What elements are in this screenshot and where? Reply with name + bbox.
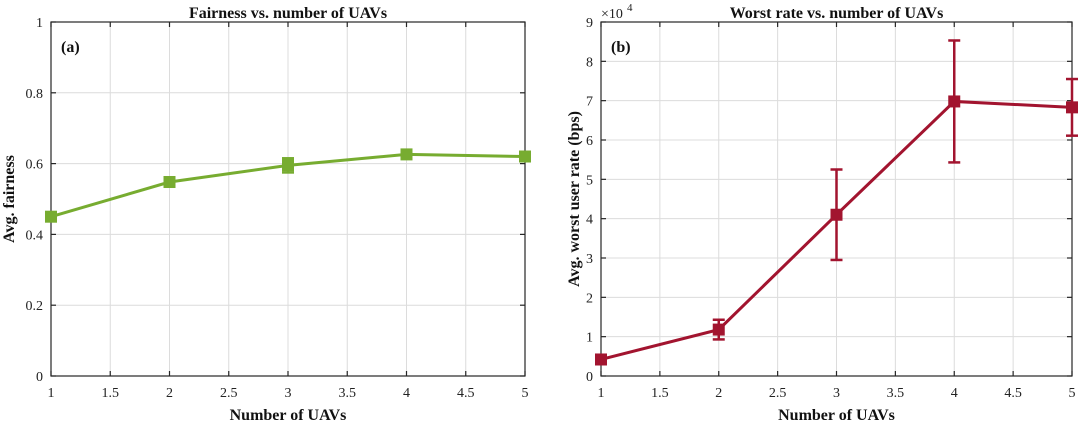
x-tick-label: 2.5 [220, 386, 238, 401]
x-tick-label: 4.5 [1004, 386, 1022, 401]
x-axis-label: Number of UAVs [230, 407, 347, 424]
x-tick-label: 1 [48, 386, 55, 401]
x-tick-label: 3.5 [339, 386, 357, 401]
data-point [712, 323, 725, 336]
data-point [45, 210, 57, 223]
y-tick-label: 0 [36, 370, 43, 385]
y-tick-label: 3 [586, 252, 593, 267]
x-tick-label: 1 [598, 386, 605, 401]
x-tick-label: 4.5 [457, 386, 475, 401]
y-tick-label: 9 [586, 16, 593, 31]
x-tick-label: 1.5 [651, 386, 669, 401]
y-tick-label: 0.8 [26, 87, 44, 102]
y-tick-label: 0.2 [26, 299, 44, 314]
y-tick-label: 0.4 [26, 228, 44, 243]
y-tick-label: 2 [586, 291, 593, 306]
x-tick-label: 3.5 [887, 386, 905, 401]
y-tick-label: 6 [586, 134, 593, 149]
data-point [163, 176, 176, 189]
y-axis-label: Avg. fairness [1, 155, 18, 243]
data-point [595, 353, 607, 366]
y-exponent-power: 4 [627, 2, 633, 14]
panel-label: (a) [61, 39, 80, 56]
x-tick-label: 2.5 [769, 386, 787, 401]
x-axis-label: Number of UAVs [778, 407, 895, 424]
x-tick-label: 5 [522, 386, 529, 401]
y-tick-label: 7 [586, 95, 593, 110]
x-tick-label: 1.5 [102, 386, 120, 401]
y-tick-label: 0 [586, 370, 593, 385]
data-point [948, 95, 961, 108]
y-tick-label: 5 [586, 173, 593, 188]
y-tick-label: 1 [586, 331, 593, 346]
x-tick-label: 5 [1069, 386, 1076, 401]
y-tick-label: 1 [36, 16, 43, 31]
y-axis-label: Avg. worst user rate (bps) [566, 111, 583, 287]
data-point [519, 150, 531, 163]
panel-label: (b) [611, 39, 631, 56]
y-tick-label: 0.6 [26, 158, 44, 173]
x-tick-label: 2 [166, 386, 173, 401]
y-tick-label: 4 [586, 213, 593, 228]
x-tick-label: 3 [285, 386, 292, 401]
x-tick-label: 4 [951, 386, 958, 401]
data-point [400, 148, 413, 161]
chart-title: Fairness vs. number of UAVs [189, 5, 387, 22]
x-tick-label: 3 [833, 386, 840, 401]
x-tick-label: 2 [715, 386, 722, 401]
y-tick-label: 8 [586, 55, 593, 70]
chart-title: Worst rate vs. number of UAVs [730, 5, 944, 22]
y-exponent-label: ×10 [601, 7, 623, 22]
x-tick-label: 4 [403, 386, 410, 401]
data-point [830, 208, 843, 221]
data-point [1066, 101, 1078, 114]
chart-fairness: 1 1.5 2 2.5 3 3.5 4 4.5 5 0 0.2 0.4 0.6 0.8 1 Fairness … [1, 5, 531, 424]
data-point [282, 159, 294, 172]
